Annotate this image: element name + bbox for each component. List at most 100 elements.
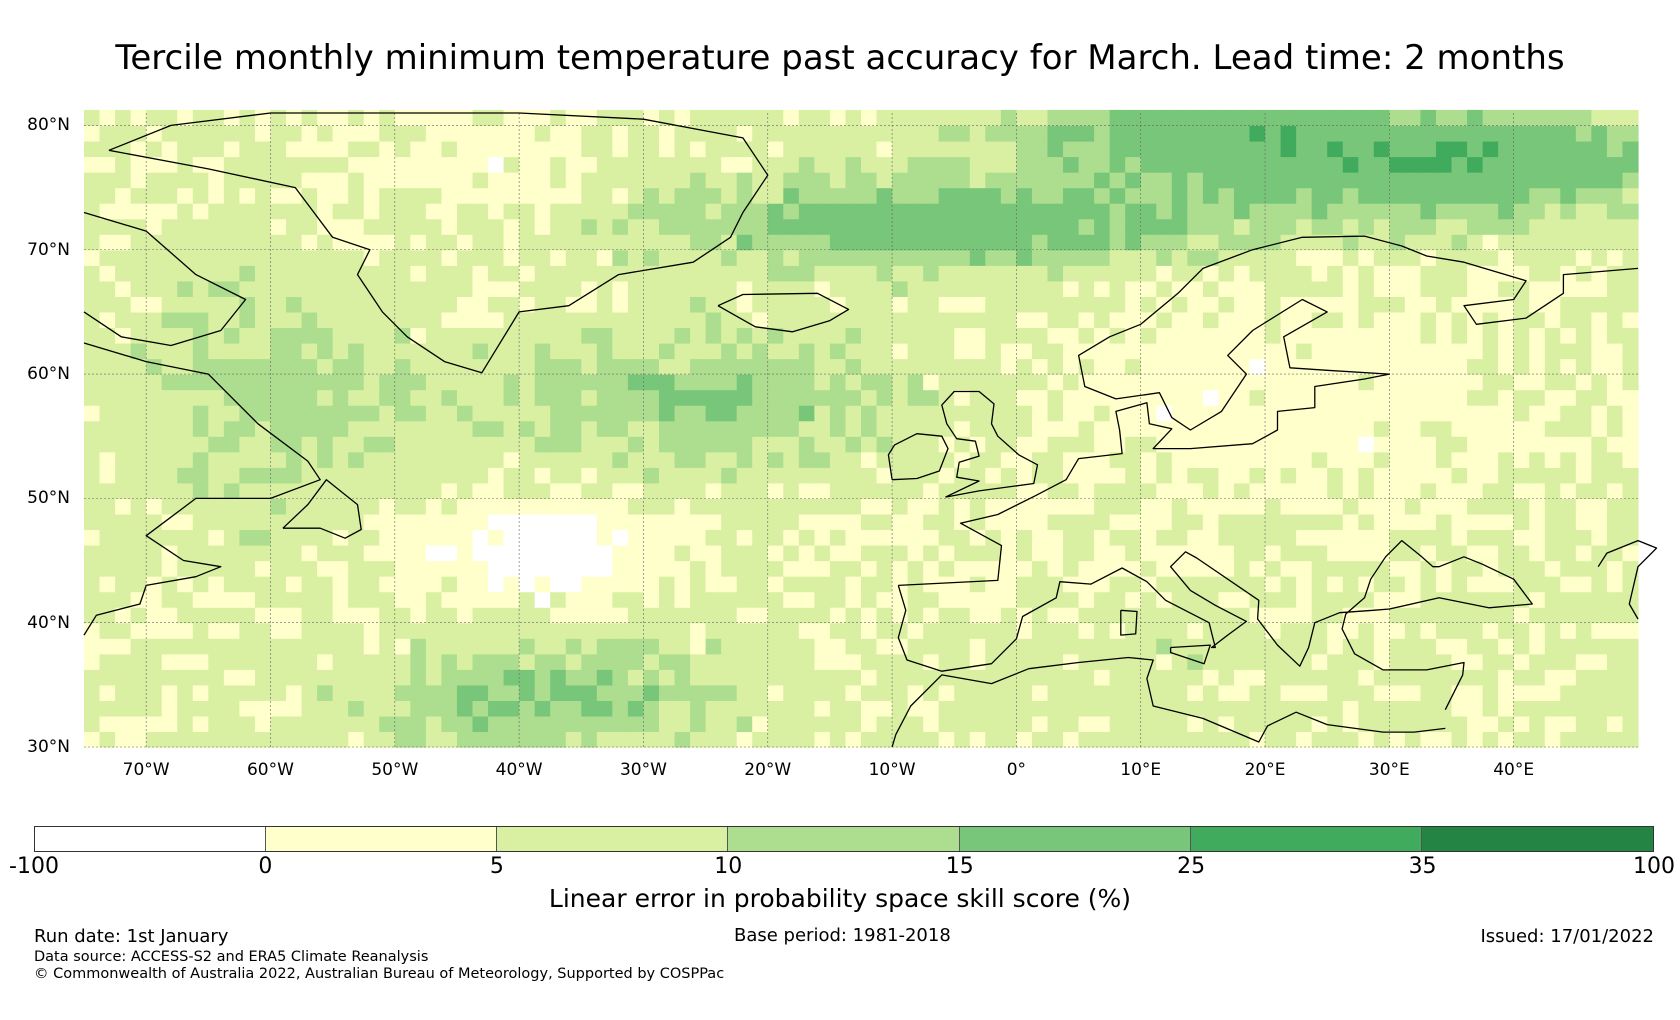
field-cell bbox=[1560, 140, 1577, 158]
field-cell bbox=[1156, 358, 1173, 375]
field-cell bbox=[550, 374, 567, 391]
field-cell bbox=[348, 482, 365, 499]
field-cell bbox=[1311, 700, 1328, 717]
field-cell bbox=[410, 218, 427, 235]
field-cell bbox=[1125, 156, 1142, 173]
field-cell bbox=[565, 731, 582, 748]
field-cell bbox=[1109, 172, 1126, 189]
field-cell bbox=[1498, 405, 1515, 422]
field-cell bbox=[177, 374, 194, 391]
latitude-label: 50°N bbox=[27, 488, 70, 509]
field-cell bbox=[721, 482, 738, 499]
field-cell bbox=[705, 560, 722, 577]
field-cell bbox=[845, 669, 862, 686]
field-cell bbox=[1342, 172, 1359, 189]
field-cell bbox=[1109, 156, 1126, 173]
field-cell bbox=[1404, 342, 1422, 360]
field-cell bbox=[161, 607, 178, 624]
field-cell bbox=[208, 125, 225, 142]
field-cell bbox=[177, 296, 194, 313]
field-cell bbox=[99, 156, 116, 173]
field-cell bbox=[441, 140, 458, 158]
field-cell bbox=[1482, 420, 1499, 437]
field-cell bbox=[456, 544, 474, 562]
field-cell bbox=[892, 172, 909, 189]
field-cell bbox=[767, 342, 784, 360]
field-cell bbox=[332, 358, 349, 375]
field-cell bbox=[208, 544, 225, 562]
field-cell bbox=[1296, 140, 1313, 158]
field-cell bbox=[472, 265, 489, 282]
field-cell bbox=[752, 513, 769, 531]
field-cell bbox=[721, 234, 738, 251]
field-cell bbox=[1544, 669, 1561, 686]
field-cell bbox=[783, 451, 800, 468]
field-cell bbox=[488, 607, 505, 624]
field-cell bbox=[736, 280, 753, 297]
field-cell bbox=[783, 560, 800, 577]
field-cell bbox=[690, 327, 707, 344]
field-cell bbox=[1467, 156, 1484, 173]
field-cell bbox=[658, 265, 676, 282]
field-cell bbox=[1544, 234, 1561, 251]
field-cell bbox=[472, 731, 489, 748]
field-cell bbox=[1435, 125, 1453, 142]
field-cell bbox=[581, 311, 598, 329]
field-cell bbox=[472, 218, 489, 235]
field-cell bbox=[1218, 280, 1235, 297]
field-cell bbox=[161, 669, 178, 686]
field-cell bbox=[581, 374, 598, 391]
field-cell bbox=[674, 607, 691, 624]
field-cell bbox=[1420, 684, 1437, 701]
field-cell bbox=[425, 156, 443, 173]
field-cell bbox=[1575, 513, 1592, 531]
field-cell bbox=[907, 358, 924, 375]
field-cell bbox=[1358, 172, 1375, 189]
field-cell bbox=[1327, 607, 1344, 624]
field-cell bbox=[363, 140, 380, 158]
field-cell bbox=[1622, 265, 1639, 282]
field-cell bbox=[1156, 560, 1173, 577]
field-cell bbox=[627, 296, 645, 313]
field-cell bbox=[1078, 249, 1095, 266]
field-cell bbox=[752, 669, 769, 686]
field-cell bbox=[130, 622, 147, 639]
field-cell bbox=[84, 560, 101, 577]
field-cell bbox=[1233, 529, 1251, 546]
field-cell bbox=[519, 700, 536, 717]
field-cell bbox=[1420, 405, 1437, 422]
field-cell bbox=[1591, 187, 1608, 204]
field-cell bbox=[1187, 513, 1204, 531]
field-cell bbox=[1047, 638, 1064, 655]
field-cell bbox=[1094, 311, 1111, 329]
field-cell bbox=[425, 405, 443, 422]
field-cell bbox=[1249, 327, 1266, 344]
field-cell bbox=[286, 529, 303, 546]
field-cell bbox=[1016, 234, 1033, 251]
field-cell bbox=[254, 591, 272, 608]
field-cell bbox=[658, 576, 676, 593]
field-cell bbox=[658, 451, 676, 468]
field-cell bbox=[379, 109, 396, 127]
field-cell bbox=[985, 576, 1002, 593]
field-cell bbox=[363, 109, 380, 127]
field-cell bbox=[1094, 109, 1111, 127]
field-cell bbox=[425, 420, 443, 437]
field-cell bbox=[456, 203, 474, 220]
field-cell bbox=[954, 529, 971, 546]
field-cell bbox=[1420, 436, 1437, 453]
field-cell bbox=[705, 187, 722, 204]
field-cell bbox=[1171, 731, 1188, 748]
field-cell bbox=[1280, 622, 1297, 639]
field-cell bbox=[674, 405, 691, 422]
field-cell bbox=[130, 467, 147, 484]
field-cell bbox=[1078, 109, 1095, 127]
field-cell bbox=[161, 560, 178, 577]
field-cell bbox=[1202, 296, 1220, 313]
field-cell bbox=[1544, 172, 1561, 189]
field-cell bbox=[1249, 544, 1266, 562]
field-cell bbox=[1140, 296, 1157, 313]
field-cell bbox=[1622, 280, 1639, 297]
field-cell bbox=[923, 405, 940, 422]
field-cell bbox=[394, 389, 411, 406]
